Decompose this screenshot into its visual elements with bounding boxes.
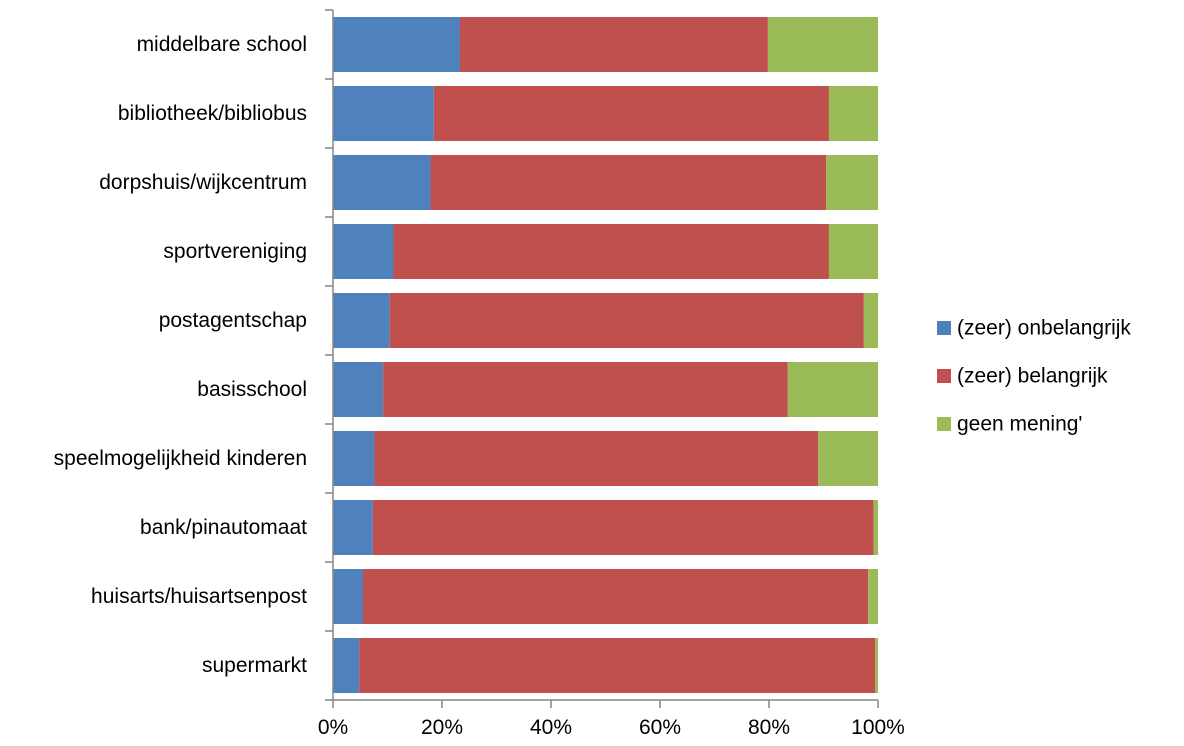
category-label: huisarts/huisartsenpost xyxy=(91,585,307,608)
category-labels: middelbare school bibliotheek/bibliobus do… xyxy=(54,33,307,677)
legend-swatch-3 xyxy=(937,417,951,431)
legend-swatch-1 xyxy=(937,321,951,335)
bar-huisarts-huisartsenpost-series-2 xyxy=(362,569,869,624)
bar-postagentschap-series-3 xyxy=(863,293,878,348)
bar-bibliotheek-bibliobus-series-2 xyxy=(433,86,829,141)
x-tick-label: 40% xyxy=(530,716,572,739)
bar-basisschool-series-2 xyxy=(383,362,788,417)
bar-supermarkt-series-1 xyxy=(333,638,360,693)
bar-bibliotheek-bibliobus-series-1 xyxy=(333,86,434,141)
x-tick-label: 0% xyxy=(318,716,348,739)
bar-dorpshuis-wijkcentrum-series-3 xyxy=(826,155,878,210)
x-tick-labels: 0% 20% 40% 60% 80% 100% xyxy=(318,716,905,739)
bar-supermarkt-series-3 xyxy=(875,638,878,693)
category-label: supermarkt xyxy=(202,654,307,677)
category-label: middelbare school xyxy=(137,33,307,56)
bars-group xyxy=(333,17,878,693)
category-label: basisschool xyxy=(197,378,307,401)
category-label: bibliotheek/bibliobus xyxy=(118,102,307,125)
bar-postagentschap-series-1 xyxy=(333,293,390,348)
bar-sportvereniging-series-1 xyxy=(333,224,394,279)
legend-label: (zeer) onbelangrijk xyxy=(957,317,1131,340)
x-tick-label: 100% xyxy=(851,716,905,739)
category-label: bank/pinautomaat xyxy=(140,516,307,539)
bar-bank-pinautomaat-series-3 xyxy=(873,500,878,555)
bar-huisarts-huisartsenpost-series-1 xyxy=(333,569,363,624)
bar-bank-pinautomaat-series-2 xyxy=(372,500,874,555)
x-tick-label: 20% xyxy=(421,716,463,739)
bar-sportvereniging-series-2 xyxy=(393,224,829,279)
bar-postagentschap-series-2 xyxy=(389,293,864,348)
bar-middelbare-school-series-2 xyxy=(459,17,768,72)
bar-supermarkt-series-2 xyxy=(359,638,876,693)
bar-speelmogelijkheid-kinderen-series-3 xyxy=(818,431,878,486)
bar-middelbare-school-series-3 xyxy=(767,17,878,72)
category-label: dorpshuis/wijkcentrum xyxy=(99,171,307,194)
bar-dorpshuis-wijkcentrum-series-1 xyxy=(333,155,431,210)
x-tick-label: 80% xyxy=(748,716,790,739)
bar-sportvereniging-series-3 xyxy=(828,224,878,279)
category-label: postagentschap xyxy=(159,309,307,332)
bar-basisschool-series-3 xyxy=(787,362,878,417)
bar-huisarts-huisartsenpost-series-3 xyxy=(868,569,878,624)
legend: (zeer) onbelangrijk (zeer) belangrijk geen… xyxy=(937,317,1131,436)
legend-swatch-2 xyxy=(937,369,951,383)
legend-label: (zeer) belangrijk xyxy=(957,365,1108,388)
bar-speelmogelijkheid-kinderen-series-2 xyxy=(374,431,819,486)
axes-group xyxy=(325,9,879,708)
bar-bibliotheek-bibliobus-series-3 xyxy=(828,86,878,141)
legend-label: geen mening' xyxy=(957,413,1082,436)
x-tick-label: 60% xyxy=(639,716,681,739)
bar-bank-pinautomaat-series-1 xyxy=(333,500,373,555)
bar-basisschool-series-1 xyxy=(333,362,384,417)
category-label: sportvereniging xyxy=(163,240,307,263)
bar-middelbare-school-series-1 xyxy=(333,17,460,72)
category-label: speelmogelijkheid kinderen xyxy=(54,447,307,470)
bar-dorpshuis-wijkcentrum-series-2 xyxy=(430,155,827,210)
bar-speelmogelijkheid-kinderen-series-1 xyxy=(333,431,375,486)
